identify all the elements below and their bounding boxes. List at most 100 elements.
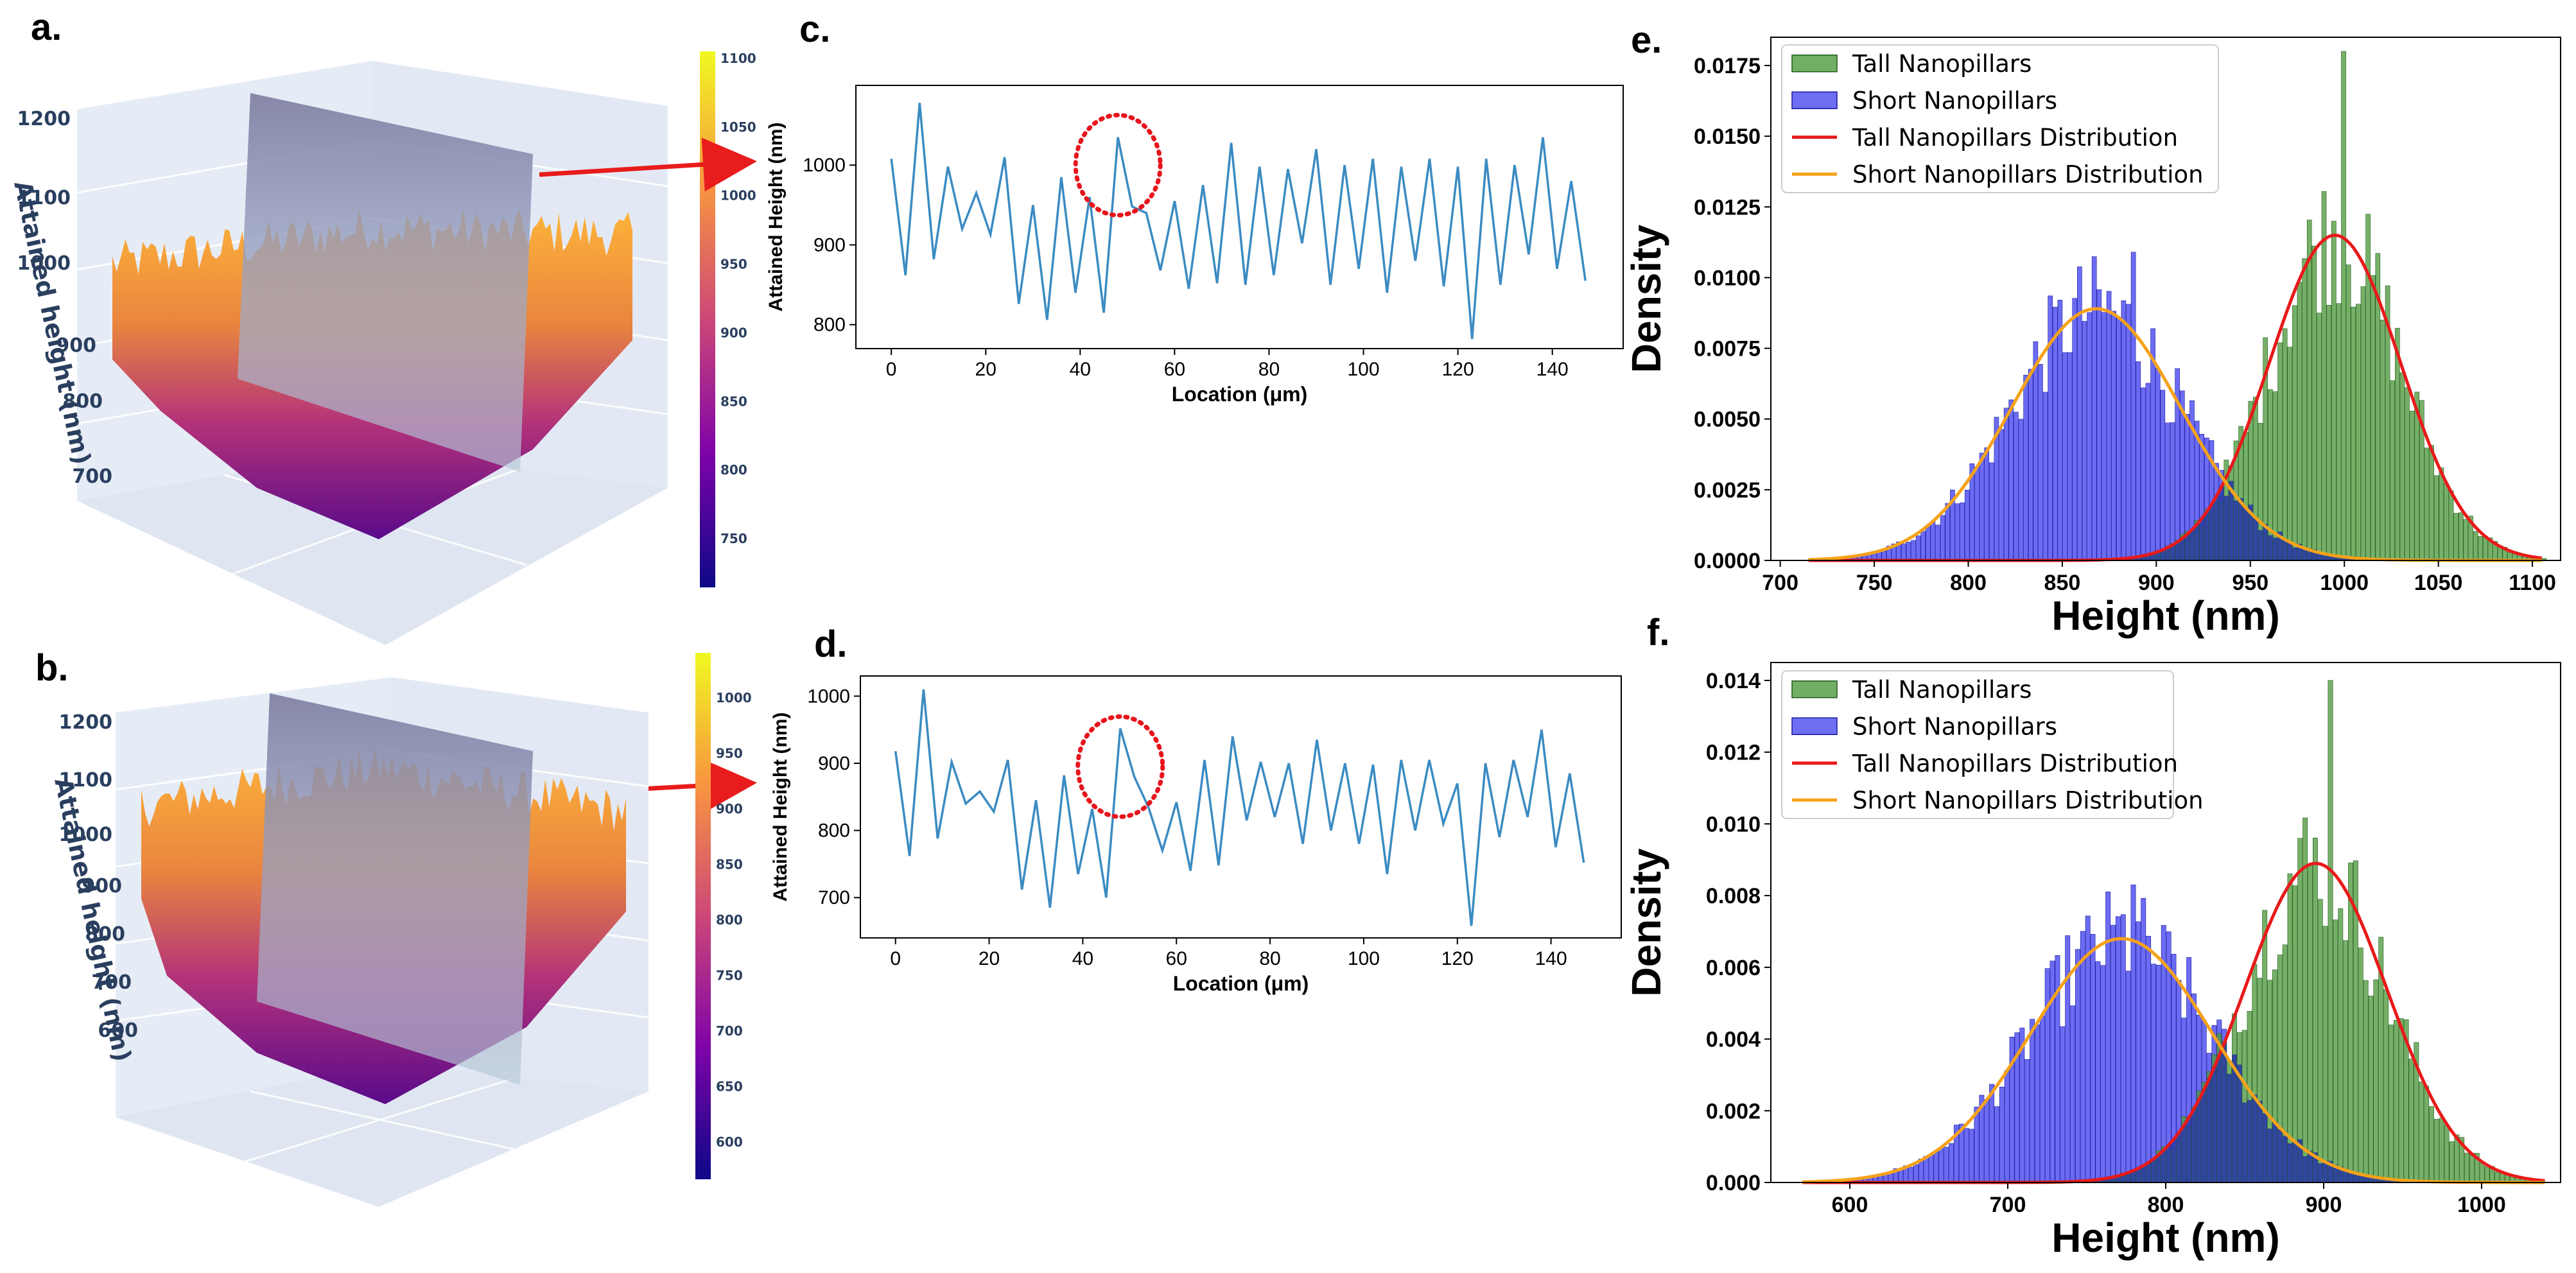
tall-bar [2312,837,2318,1183]
x-tick-label: 800 [2148,1193,2184,1217]
overlap-bar [2253,518,2258,560]
x-tick-label: 60 [1166,948,1187,969]
overlap-bar [2252,1095,2258,1182]
x-axis-label: Location (μm) [1173,972,1309,995]
overlap-bar [2211,1067,2217,1182]
z-tick: 1000 [59,824,113,846]
short-bar [2080,931,2085,1183]
short-bar [1908,1166,1914,1183]
tall-bar [2363,980,2369,1183]
x-tick-label: 140 [1535,948,1567,969]
short-bar [2145,383,2151,561]
panel-c-line-chart: 0 20 40 60 80 100 120 140 800 900 1000 Location (μm… [765,85,1624,406]
tall-bar [2277,342,2283,561]
overlap-bar [2267,1129,2272,1182]
overlap-bar [2378,1177,2383,1182]
short-bar [1913,1164,1919,1183]
tall-bar [2358,948,2363,1183]
z-tick: 1100 [17,187,71,209]
tall-bar [2292,305,2297,561]
tall-bar [2473,531,2478,561]
y-tick-label: 0.004 [1706,1028,1761,1052]
overlap-bar [2243,508,2249,560]
short-bar [1933,1151,1939,1183]
overlap-bar [2197,1099,2202,1182]
z-tick: 1200 [59,711,113,734]
short-bar [2062,352,2067,561]
tall-bar [2333,919,2338,1183]
short-bar [2111,311,2116,561]
y-tick-label: 0.0125 [1694,195,1761,220]
short-bar [1940,515,1945,561]
y-axis-label: Density [1623,225,1669,374]
short-bar [2060,1026,2066,1183]
short-bar [2033,341,2039,561]
overlap-bar [2237,1064,2242,1182]
short-bar [2110,924,2116,1183]
x-axis-label: Height (nm) [2051,593,2280,639]
x-tick-label: 80 [1258,359,1280,380]
legend-swatch [1791,717,1838,735]
overlap-bar [2336,555,2341,560]
z-tick: 1000 [17,252,71,275]
x-tick-label: 20 [975,359,996,380]
overlap-bar [2272,537,2277,560]
overlap-bar [2331,556,2337,560]
short-bar [2039,1015,2045,1183]
colorbar-tick: 900 [720,325,747,340]
overlap-bar [2326,555,2331,560]
colorbar-tick: 900 [716,801,743,817]
y-tick-label: 900 [818,753,850,774]
short-bar [2014,411,2019,561]
overlap-bar [2263,524,2268,560]
short-bar [2136,921,2141,1183]
plot-frame [1770,37,2561,561]
x-tick-label: 1050 [2414,571,2463,595]
overlap-bar [2242,1102,2247,1182]
overlap-bar [2165,547,2170,560]
overlap-bar [2272,1121,2277,1182]
short-bar [1938,1148,1944,1183]
x-axis-label: Height (nm) [2051,1215,2280,1261]
y-tick-label: 900 [814,234,846,255]
overlap-bar [2146,1162,2151,1182]
overlap-bar [2199,518,2204,560]
overlap-bar [2176,1132,2181,1182]
overlap-bar [2214,496,2219,560]
legend-swatch [1791,680,1838,698]
short-bar [2018,419,2024,561]
tall-bar [2311,245,2317,561]
short-bar [2087,312,2092,561]
x-tick-label: 900 [2138,571,2175,595]
short-bar [2044,968,2050,1183]
z-tick: 700 [72,465,112,488]
y-tick-label: 0.012 [1706,741,1761,765]
overlap-bar [2136,1168,2141,1182]
short-bar [1915,535,1921,561]
short-bar [1949,1143,1954,1183]
overlap-bar [2156,1154,2161,1182]
short-bar [1906,542,1911,561]
overlap-bar [2277,532,2283,560]
overlap-bar [2292,548,2297,560]
x-axis-label: Location (μm) [1172,383,1308,406]
z-tick: 700 [91,971,132,994]
panel-e-histogram: 700 750 800 850 900 950 1000 1050 1100 0.0000 0.00… [1623,37,2561,639]
colorbar-tick: 950 [720,257,747,272]
overlap-bar [2141,1165,2146,1182]
short-bar [2165,422,2170,561]
overlap-bar [2171,1139,2177,1182]
tall-bar [2433,475,2439,561]
overlap-bar [2353,1173,2358,1182]
highlight-circle [1075,714,1165,819]
short-bar [2102,312,2107,561]
short-bar [2072,298,2078,561]
short-bar [2151,964,2156,1183]
short-bar [2141,897,2146,1183]
overlap-bar [2216,1055,2222,1182]
tall-bar [2463,519,2469,561]
legend-label: Short Nanopillars [1852,87,2057,114]
overlap-bar [2311,549,2317,560]
panel-f-histogram: 600 700 800 900 1000 0.000 0.002 0.004 0.006 0.00… [1623,662,2561,1261]
